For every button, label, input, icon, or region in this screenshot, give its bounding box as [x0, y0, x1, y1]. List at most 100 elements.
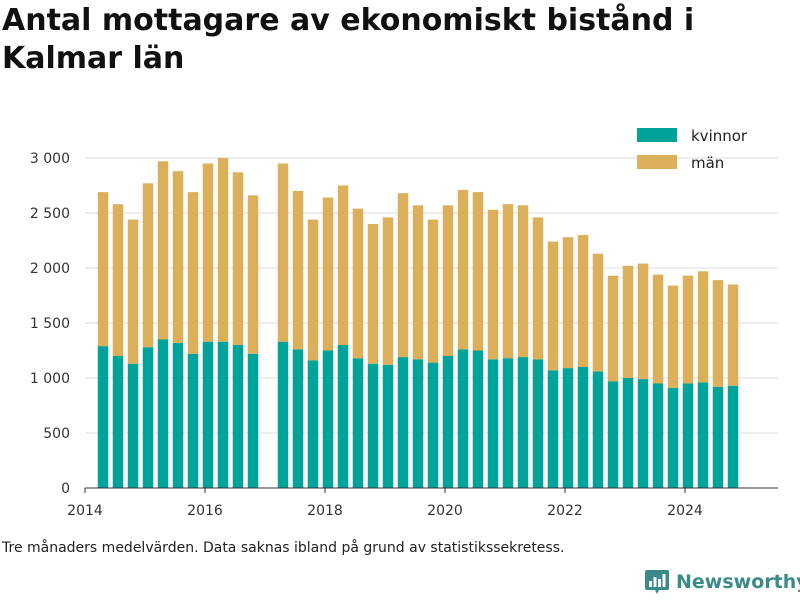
- bar-man: [157, 161, 169, 340]
- x-tick-label: 2018: [307, 503, 343, 519]
- bar-man: [547, 241, 559, 371]
- bar-man: [622, 265, 634, 378]
- y-axis-tick-labels: 0 500 1 000 1 500 2 000 2 500 3 000: [30, 151, 70, 497]
- bar-man: [517, 205, 529, 358]
- bar-man: [457, 189, 469, 350]
- bar-man: [682, 275, 694, 384]
- bar-kvinnor: [322, 350, 334, 488]
- bar-man: [322, 197, 334, 351]
- bar-man: [427, 219, 439, 363]
- bar-man: [637, 263, 649, 380]
- bar-kvinnor: [97, 346, 109, 488]
- bar-man: [487, 209, 499, 360]
- bar-kvinnor: [472, 350, 484, 488]
- y-tick-label: 500: [43, 426, 70, 442]
- legend-label: män: [691, 154, 724, 172]
- bar-man: [232, 172, 244, 345]
- bar-man: [442, 205, 454, 356]
- bar-man: [247, 195, 259, 354]
- bar-man: [112, 204, 124, 356]
- bar-man: [397, 193, 409, 358]
- bar-man: [697, 271, 709, 383]
- brand[interactable]: Newsworthy: [644, 568, 800, 596]
- bar-kvinnor: [712, 386, 724, 488]
- x-tick-label: 2016: [187, 503, 223, 519]
- bar-man: [652, 274, 664, 384]
- bar-kvinnor: [697, 382, 709, 488]
- bar-man: [382, 217, 394, 365]
- bar-kvinnor: [532, 359, 544, 488]
- y-tick-label: 3 000: [30, 151, 70, 167]
- bar-kvinnor: [337, 345, 349, 488]
- bar-man: [172, 171, 184, 343]
- bar-kvinnor: [172, 342, 184, 488]
- y-tick-label: 2 000: [30, 261, 70, 277]
- bar-kvinnor: [577, 367, 589, 488]
- legend-swatch: [637, 155, 677, 169]
- bar-kvinnor: [232, 345, 244, 488]
- bar-man: [292, 191, 304, 350]
- x-tick-label: 2022: [547, 503, 583, 519]
- bar-man: [577, 235, 589, 367]
- bar-kvinnor: [277, 341, 289, 488]
- bars: [97, 158, 739, 488]
- bar-kvinnor: [547, 370, 559, 488]
- bar-man: [562, 237, 574, 369]
- caption: Tre månaders medelvärden. Data saknas ib…: [2, 540, 565, 556]
- bar-chart-logo-icon: [645, 570, 669, 594]
- bar-kvinnor: [727, 385, 739, 488]
- bar-man: [412, 205, 424, 360]
- bar-man: [667, 285, 679, 388]
- legend-swatch: [637, 128, 677, 142]
- bar-kvinnor: [112, 356, 124, 488]
- bar-man: [712, 280, 724, 387]
- bar-man: [502, 204, 514, 359]
- bar-kvinnor: [202, 341, 214, 488]
- bar-kvinnor: [217, 341, 229, 488]
- bar-man: [532, 217, 544, 360]
- x-tick-label: 2024: [667, 503, 703, 519]
- bar-man: [352, 208, 364, 359]
- bar-man: [142, 183, 154, 348]
- bar-kvinnor: [607, 381, 619, 488]
- bar-kvinnor: [412, 359, 424, 488]
- bar-kvinnor: [637, 379, 649, 488]
- bar-man: [127, 219, 139, 364]
- x-axis: 2014 2016 2018 2020 2022 2024: [67, 487, 778, 519]
- x-tick-label: 2014: [67, 503, 103, 519]
- x-tick-label: 2020: [427, 503, 463, 519]
- bar-kvinnor: [352, 358, 364, 488]
- bar-man: [607, 275, 619, 382]
- bar-kvinnor: [367, 363, 379, 488]
- bar-kvinnor: [142, 347, 154, 488]
- bar-man: [187, 192, 199, 354]
- bar-man: [367, 224, 379, 364]
- bar-man: [307, 219, 319, 361]
- bar-kvinnor: [157, 339, 169, 488]
- bar-kvinnor: [187, 353, 199, 488]
- bar-man: [727, 284, 739, 386]
- bar-kvinnor: [427, 362, 439, 488]
- bar-kvinnor: [247, 353, 259, 488]
- bar-kvinnor: [562, 368, 574, 488]
- legend-label: kvinnor: [691, 127, 748, 145]
- bar-kvinnor: [667, 387, 679, 488]
- bar-kvinnor: [592, 371, 604, 488]
- bar-man: [97, 192, 109, 347]
- bar-kvinnor: [442, 356, 454, 488]
- bar-kvinnor: [397, 357, 409, 488]
- bar-kvinnor: [382, 364, 394, 488]
- bar-man: [217, 158, 229, 342]
- bar-kvinnor: [622, 378, 634, 488]
- bar-kvinnor: [487, 359, 499, 488]
- bar-man: [202, 163, 214, 342]
- brand-name: Newsworthy: [676, 571, 800, 593]
- bar-kvinnor: [292, 349, 304, 488]
- bar-kvinnor: [307, 360, 319, 488]
- y-tick-label: 1 000: [30, 371, 70, 387]
- bar-kvinnor: [682, 383, 694, 488]
- chart-title: Antal mottagare av ekonomiskt bistånd i …: [2, 3, 695, 76]
- bar-man: [337, 185, 349, 345]
- y-tick-label: 2 500: [30, 206, 70, 222]
